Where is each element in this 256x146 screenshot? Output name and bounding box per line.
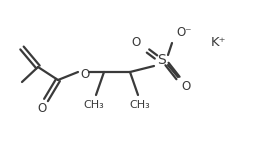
Text: CH₃: CH₃ [130,100,150,110]
Text: S: S [158,53,166,67]
Text: K⁺: K⁺ [210,35,226,48]
Text: O: O [131,36,141,49]
Text: O⁻: O⁻ [176,27,192,40]
Text: O: O [37,101,47,114]
Text: O: O [181,80,191,93]
Text: CH₃: CH₃ [84,100,104,110]
Text: O: O [80,67,90,80]
